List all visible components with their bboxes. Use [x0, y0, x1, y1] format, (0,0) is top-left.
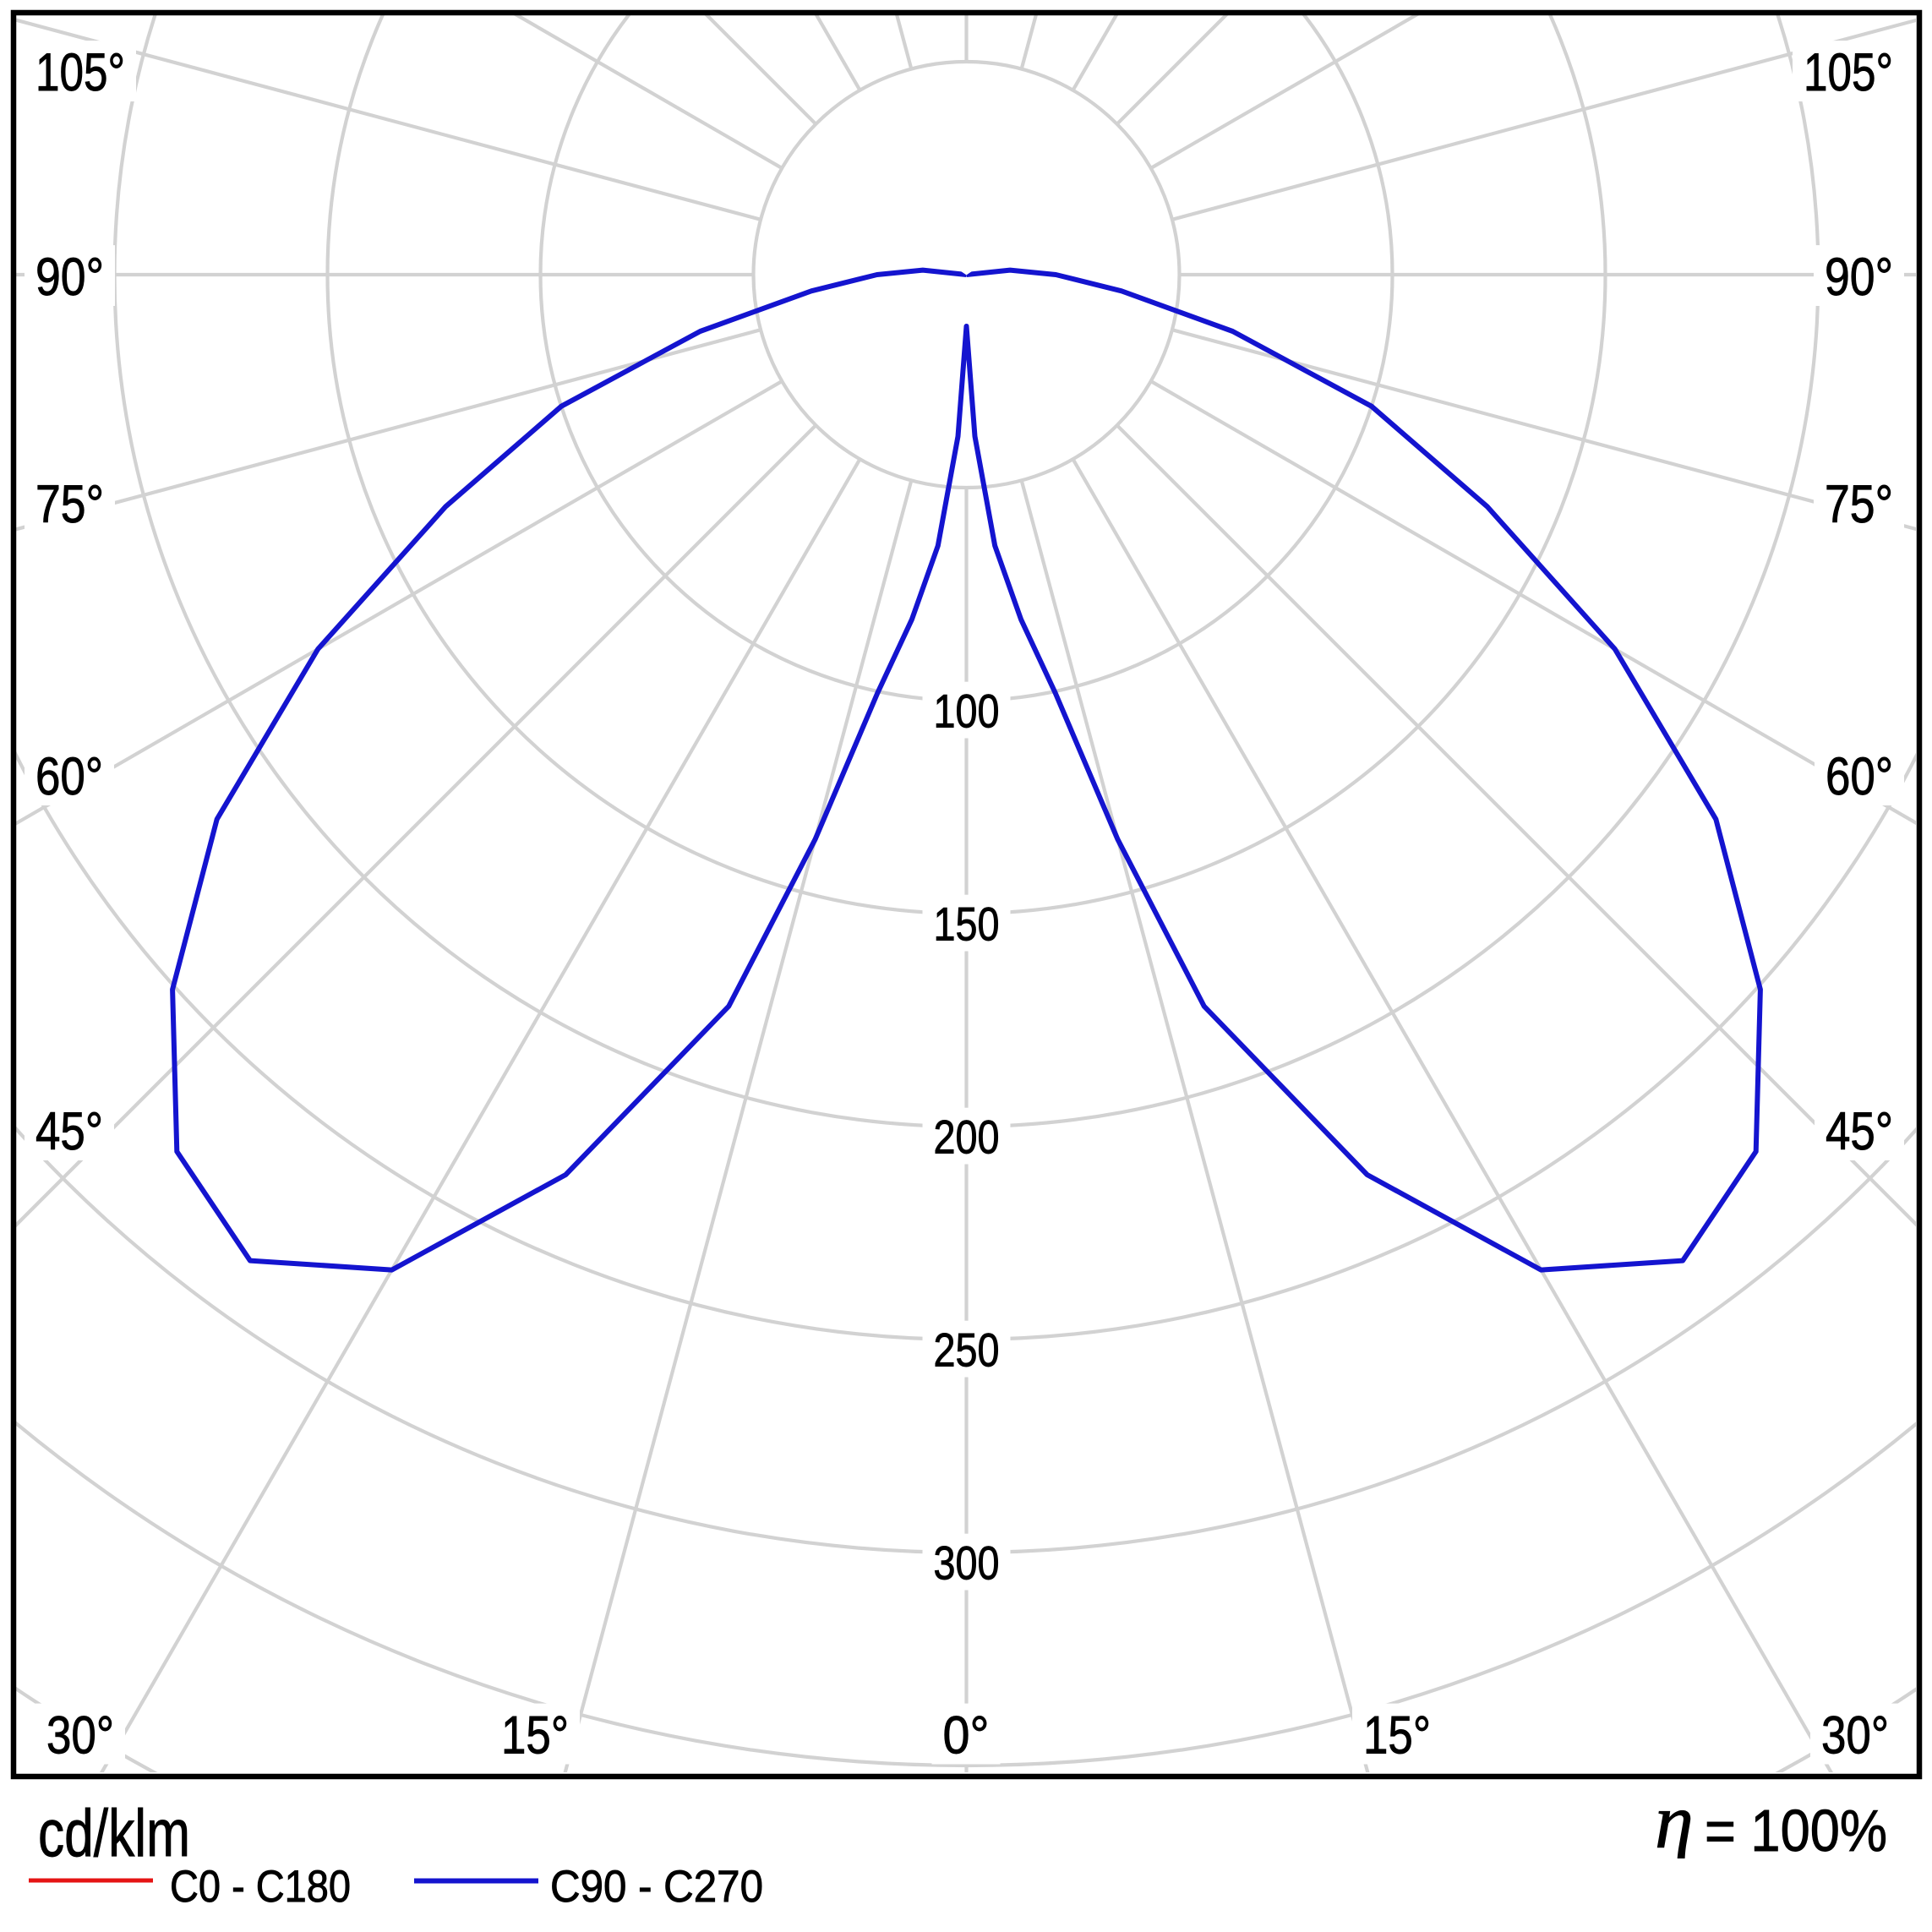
svg-text:105°: 105° — [35, 43, 125, 102]
svg-text:30°: 30° — [46, 1706, 114, 1766]
svg-text:100: 100 — [934, 685, 1000, 738]
svg-text:30°: 30° — [1821, 1706, 1889, 1766]
svg-text:C0 - C180: C0 - C180 — [170, 1862, 351, 1912]
svg-text:90°: 90° — [35, 248, 104, 307]
svg-text:105°: 105° — [1804, 43, 1893, 102]
svg-text:15°: 15° — [501, 1706, 569, 1766]
svg-text:cd/klm: cd/klm — [38, 1795, 190, 1870]
svg-text:150: 150 — [934, 898, 1000, 951]
svg-text:45°: 45° — [35, 1102, 103, 1161]
svg-text:η: η — [1655, 1778, 1694, 1864]
svg-text:200: 200 — [934, 1111, 1000, 1164]
svg-text:300: 300 — [934, 1536, 1000, 1590]
svg-text:0°: 0° — [943, 1706, 990, 1766]
svg-text:= 100%: = 100% — [1705, 1798, 1887, 1864]
svg-text:45°: 45° — [1826, 1102, 1893, 1161]
svg-text:75°: 75° — [1825, 475, 1893, 534]
svg-text:250: 250 — [934, 1323, 1000, 1377]
svg-text:15°: 15° — [1363, 1706, 1431, 1766]
svg-text:60°: 60° — [35, 747, 103, 806]
svg-text:C90 - C270: C90 - C270 — [550, 1862, 763, 1912]
svg-text:75°: 75° — [35, 475, 104, 534]
svg-text:60°: 60° — [1826, 747, 1893, 806]
svg-text:90°: 90° — [1825, 248, 1893, 307]
